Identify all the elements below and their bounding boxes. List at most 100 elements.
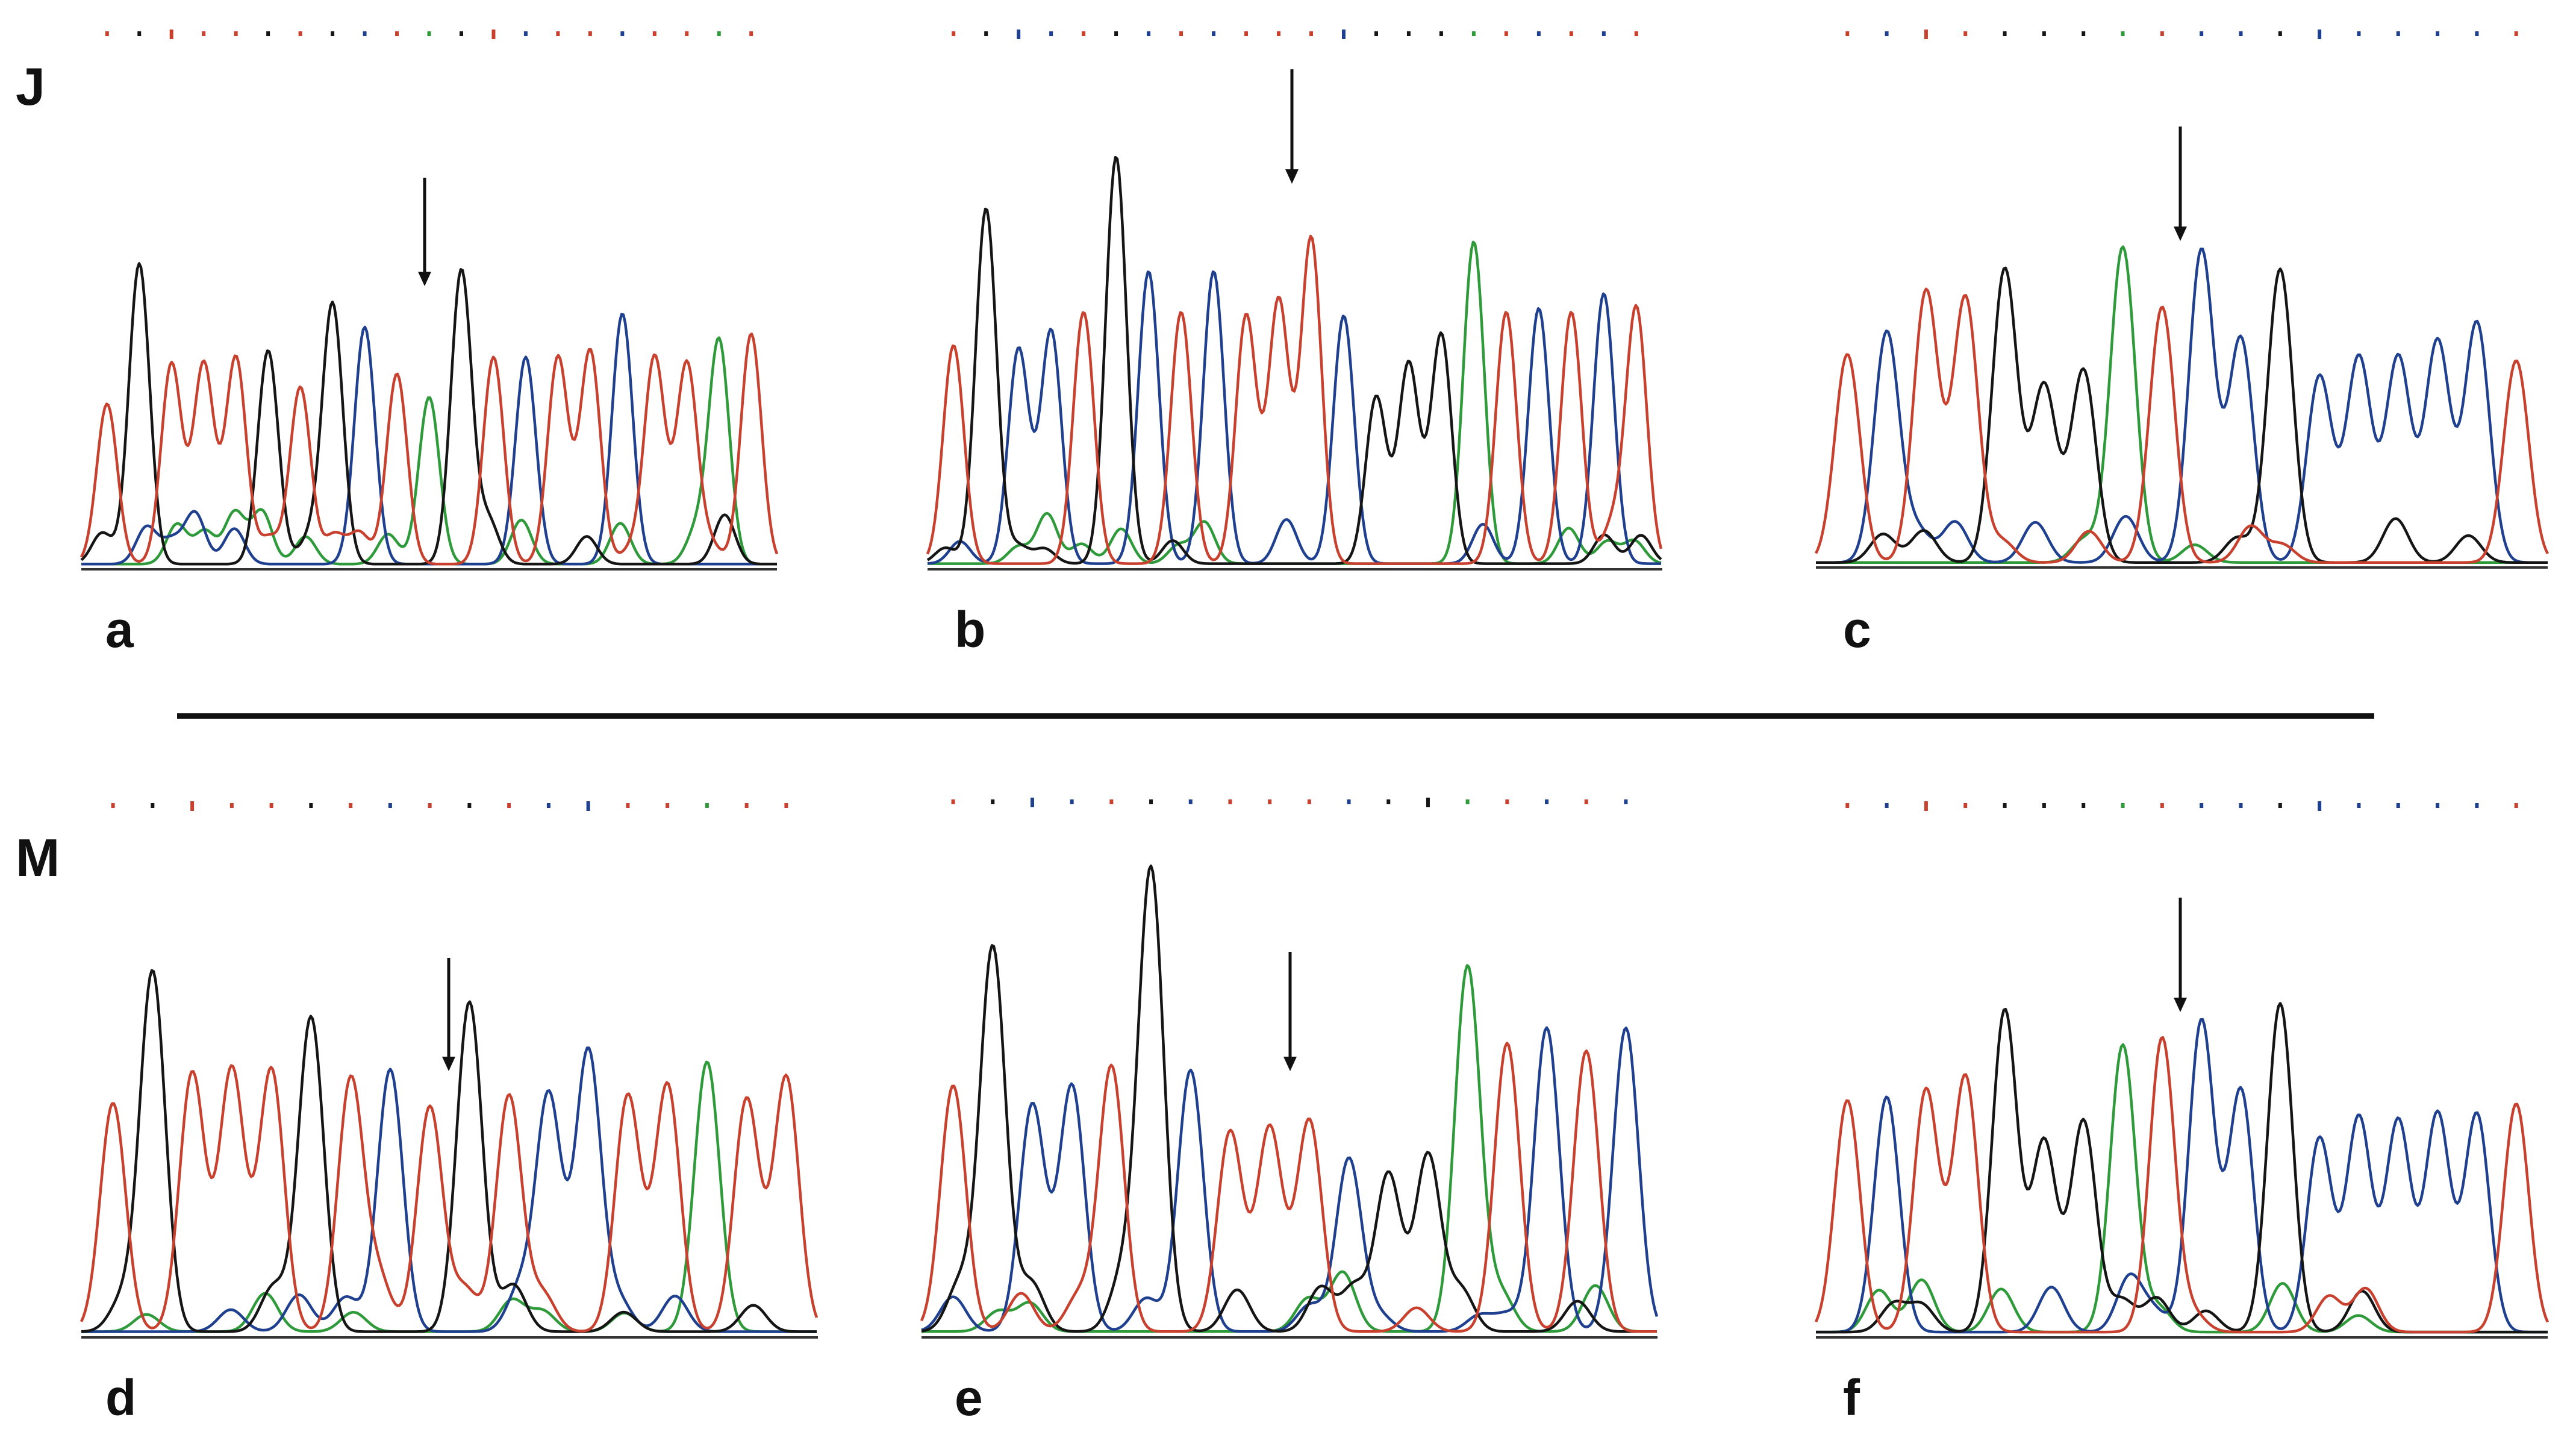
trace-g-c [1816, 266, 2548, 564]
base-call-tick-icon [2357, 803, 2361, 808]
trace-a-d [81, 1060, 817, 1333]
base-call-tick-icon [2082, 803, 2086, 808]
down-arrow-icon [442, 958, 455, 1071]
base-call-tick-icon [1030, 798, 1034, 807]
base-call-tick-icon [2436, 803, 2440, 808]
base-call-tick-icon [111, 803, 115, 808]
trace-t-a [80, 332, 779, 566]
base-call-tick-icon [1426, 798, 1430, 807]
base-call-tick-icon [1347, 799, 1351, 804]
base-call-tick-icon [2003, 803, 2007, 808]
base-call-tick-icon [105, 31, 109, 36]
base-call-tick-icon [2318, 801, 2322, 811]
base-call-tick-icon [1634, 31, 1638, 36]
base-call-tick-icon [2042, 31, 2046, 36]
panel-label-e: e [955, 1369, 983, 1426]
base-call-tick-icon [234, 31, 238, 36]
base-call-tick-icon [1268, 799, 1272, 804]
base-call-tick-icon [1536, 31, 1541, 36]
base-call-tick-row-f [1845, 801, 2518, 811]
down-arrow-icon [418, 178, 431, 286]
base-call-tick-icon [1406, 31, 1411, 36]
base-call-tick-icon [1109, 799, 1114, 804]
trace-c-f [1816, 1018, 2548, 1334]
chromatogram-panel-b [926, 30, 1663, 571]
base-call-tick-icon [298, 31, 302, 36]
base-call-tick-icon [2514, 31, 2518, 36]
base-call-tick-icon [1188, 799, 1193, 804]
base-call-tick-icon [1963, 31, 1968, 36]
trace-t-d [80, 1064, 819, 1333]
base-call-tick-icon [523, 31, 528, 36]
base-call-tick-icon [1845, 31, 1850, 36]
trace-t-b [926, 234, 1663, 565]
base-call-tick-icon [951, 799, 955, 804]
base-call-tick-icon [151, 803, 155, 808]
base-call-tick-icon [2003, 31, 2007, 36]
base-call-tick-icon [1439, 31, 1443, 36]
base-call-tick-icon [459, 31, 463, 36]
base-call-tick-icon [2318, 30, 2322, 39]
base-call-tick-icon [2160, 803, 2164, 808]
trace-c-e [921, 1026, 1659, 1333]
base-call-tick-icon [1149, 799, 1153, 804]
base-call-tick-icon [363, 31, 367, 36]
base-call-tick-icon [2278, 803, 2282, 808]
base-call-tick-icon [626, 803, 630, 808]
base-call-tick-icon [1471, 31, 1476, 36]
base-call-tick-icon [1309, 31, 1313, 36]
chromatogram-panel-f [1814, 801, 2549, 1339]
base-call-tick-icon [169, 30, 173, 39]
base-call-tick-row-b [952, 30, 1638, 39]
base-call-tick-icon [1179, 31, 1184, 36]
base-call-tick-icon [1584, 799, 1588, 804]
base-call-tick-icon [2475, 31, 2479, 36]
down-arrow-icon [1283, 952, 1297, 1071]
base-call-tick-icon [1504, 31, 1508, 36]
panel-label-b: b [955, 601, 986, 658]
base-call-tick-icon [2042, 803, 2046, 808]
base-call-tick-icon [1017, 30, 1021, 39]
down-arrow-icon [2174, 898, 2187, 1012]
trace-a-a [81, 336, 777, 566]
down-arrow-icon [2174, 127, 2187, 241]
base-call-tick-icon [556, 31, 560, 36]
chromatogram-panel-a [80, 30, 779, 571]
base-call-tick-icon [666, 803, 670, 808]
base-call-tick-icon [202, 31, 206, 36]
base-call-tick-icon [1114, 31, 1118, 36]
base-call-tick-icon [349, 803, 353, 808]
trace-t-e [920, 1042, 1657, 1333]
base-call-tick-icon [1277, 31, 1281, 36]
base-call-tick-icon [2121, 803, 2125, 808]
base-call-tick-icon [1963, 803, 1968, 808]
base-call-tick-icon [229, 803, 234, 808]
base-call-tick-icon [1147, 31, 1151, 36]
panel-label-f: f [1843, 1369, 1860, 1426]
base-call-tick-icon [2200, 31, 2204, 36]
panel-label-d: d [105, 1369, 137, 1426]
base-call-tick-icon [2475, 803, 2479, 808]
base-call-tick-icon [991, 799, 995, 804]
base-call-tick-icon [1244, 31, 1249, 36]
chromatogram-panel-c [1814, 30, 2549, 569]
base-call-tick-icon [395, 31, 399, 36]
trace-t-c [1814, 287, 2549, 564]
base-call-tick-icon [2239, 31, 2243, 36]
trace-c-c [1816, 248, 2548, 564]
base-call-tick-icon [266, 31, 270, 36]
panel-label-c: c [1843, 601, 1871, 658]
base-call-tick-icon [1228, 799, 1232, 804]
base-call-tick-icon [2239, 803, 2243, 808]
base-call-tick-icon [1545, 799, 1549, 804]
base-call-tick-icon [1924, 801, 1928, 811]
base-call-tick-icon [717, 31, 721, 36]
base-call-tick-icon [1374, 31, 1378, 36]
trace-t-f [1814, 1036, 2549, 1334]
base-call-tick-icon [744, 803, 749, 808]
base-call-tick-row-c [1845, 30, 2518, 39]
base-call-tick-icon [546, 803, 550, 808]
base-call-tick-icon [331, 31, 335, 36]
base-call-tick-icon [586, 801, 590, 811]
